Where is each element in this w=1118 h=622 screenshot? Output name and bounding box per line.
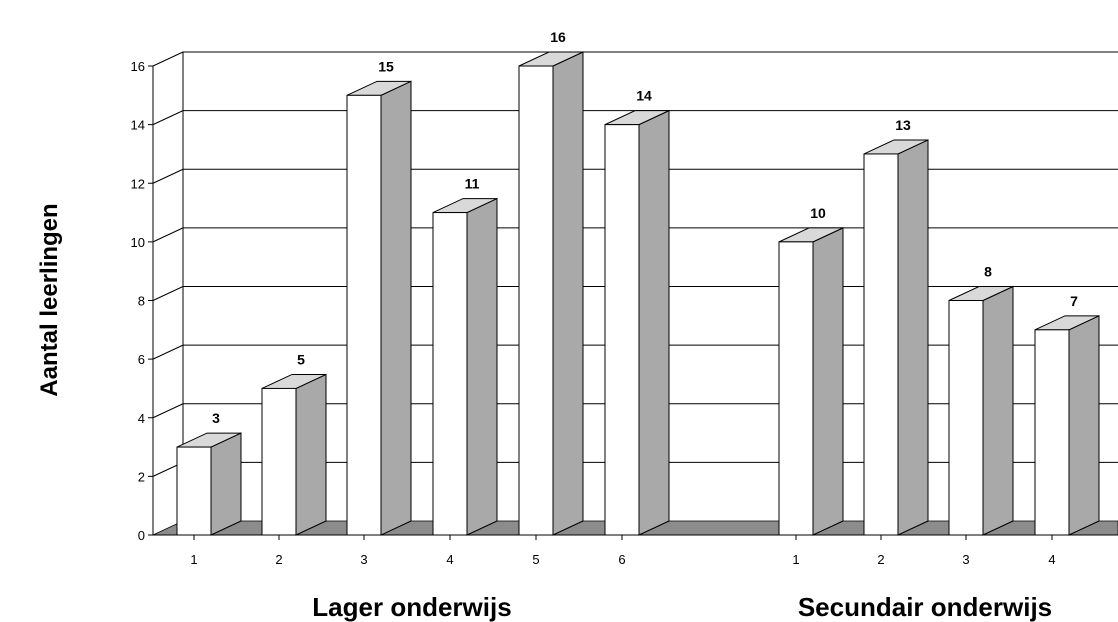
x-tick-label: 2 [877, 552, 884, 567]
group-label-secundair-onderwijs: Secundair onderwijs [798, 592, 1052, 622]
data-label: 13 [895, 117, 911, 133]
gridline-diagonal [152, 110, 184, 126]
bar-front [261, 387, 297, 536]
x-tick-label: 2 [275, 552, 282, 567]
data-label: 8 [984, 264, 992, 280]
y-tick-label: 16 [131, 59, 145, 74]
bar-front [1034, 329, 1070, 536]
bar-side [812, 227, 844, 536]
bar-side [210, 432, 242, 536]
bar-side [982, 285, 1014, 536]
group-label-lager-onderwijs: Lager onderwijs [312, 592, 511, 622]
y-tick-label: 8 [138, 294, 145, 309]
x-tick-label: 1 [792, 552, 799, 567]
x-tick-label: 4 [446, 552, 453, 567]
y-tick-label: 2 [138, 469, 145, 484]
bar-side [380, 80, 412, 536]
bar-side [1068, 315, 1100, 536]
x-axis: 1 2 3 4 5 6 1 2 3 4 [190, 535, 1056, 567]
data-label: 16 [550, 29, 566, 45]
bar-lager-1 [176, 432, 242, 536]
gridline-diagonal [152, 286, 184, 301]
x-tick-label: 5 [532, 552, 539, 567]
x-tick-label: 1 [190, 552, 197, 567]
data-label: 3 [212, 410, 220, 426]
x-tick-label: 6 [618, 552, 625, 567]
bar-side [552, 51, 584, 536]
x-tick-label: 3 [360, 552, 367, 567]
bar-side [295, 373, 327, 536]
bar-secundair-2 [863, 139, 929, 536]
bar-side [638, 109, 670, 536]
data-label: 15 [378, 58, 394, 74]
bar-lager-6 [604, 109, 670, 536]
bar-secundair-3 [948, 285, 1014, 536]
y-tick-label: 14 [131, 118, 145, 133]
gridline-diagonal [152, 168, 184, 184]
data-label: 7 [1070, 293, 1078, 309]
x-tick-label: 3 [962, 552, 969, 567]
data-label: 11 [465, 176, 480, 192]
bars [176, 51, 1100, 536]
bar-side [897, 139, 929, 536]
bar-front [604, 124, 640, 536]
bar-front [346, 94, 382, 536]
data-labels: 3 5 15 11 16 14 10 13 8 7 [212, 29, 1078, 426]
y-tick-label: 4 [138, 411, 145, 426]
bar-lager-2 [261, 373, 327, 536]
y-tick-label: 10 [131, 235, 145, 250]
bar-front [948, 300, 984, 536]
bar-front [518, 65, 554, 536]
y-tick-label: 6 [138, 352, 145, 367]
y-axis-title: Aantal leerlingen [36, 203, 63, 396]
gridline-diagonal [152, 403, 184, 419]
bar-front [176, 446, 212, 536]
bar-side [466, 197, 498, 536]
bar-front [863, 153, 899, 536]
gridline-diagonal [152, 344, 184, 360]
data-label: 14 [636, 88, 652, 104]
bar-lager-4 [432, 197, 498, 536]
y-tick-label: 12 [131, 176, 145, 191]
bar-lager-3 [346, 80, 412, 536]
data-label: 5 [297, 351, 305, 367]
gridline-diagonal [152, 227, 184, 243]
bar-secundair-4 [1034, 315, 1100, 536]
data-label: 10 [810, 205, 826, 221]
bar-lager-5 [518, 51, 584, 536]
bar-secundair-1 [778, 227, 844, 536]
y-tick-label: 0 [138, 528, 145, 543]
bar-front [778, 241, 814, 536]
gridline-diagonal [152, 51, 184, 67]
bar-front [432, 212, 468, 536]
x-tick-label: 4 [1048, 552, 1055, 567]
